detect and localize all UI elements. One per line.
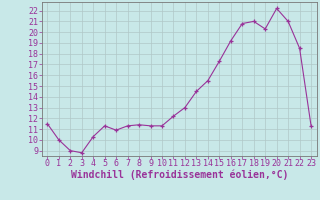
X-axis label: Windchill (Refroidissement éolien,°C): Windchill (Refroidissement éolien,°C) xyxy=(70,170,288,180)
